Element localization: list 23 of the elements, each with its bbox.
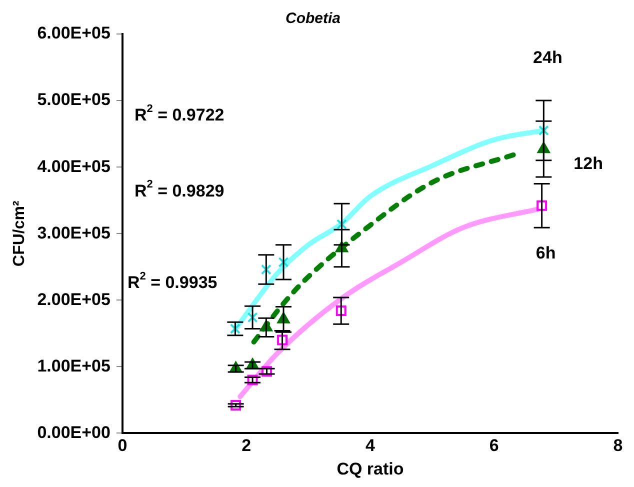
point [278, 256, 289, 268]
point [247, 312, 258, 323]
x-tick-label: 0 [118, 436, 128, 456]
text: 24h [533, 48, 562, 68]
y-tick-label: 6.00E+05 [37, 24, 110, 43]
y-tick-label: 0.00E+00 [37, 422, 110, 442]
x-tick-label: 6 [489, 436, 499, 456]
point [336, 219, 347, 230]
y-tick-label: 4.00E+05 [37, 156, 110, 176]
y-axis-title: CFU/cm² [11, 200, 28, 266]
x-tick-label: 4 [365, 436, 376, 456]
point [538, 125, 549, 136]
x-axis-title: CQ ratio [336, 459, 404, 478]
y-tick-label: 1.00E+05 [37, 356, 110, 376]
series-label: 12h [574, 154, 603, 173]
series-label: 6h [536, 243, 556, 262]
point [260, 264, 272, 275]
chart-title: Cobetia [285, 10, 341, 28]
y-tick-label: 5.00E+05 [37, 90, 110, 110]
x-tick-label: 2 [242, 436, 252, 456]
y-tick-label: 2.00E+05 [37, 290, 110, 309]
x-tick-label: 8 [613, 436, 623, 456]
y-tick-label: 3.00E+05 [37, 223, 110, 242]
